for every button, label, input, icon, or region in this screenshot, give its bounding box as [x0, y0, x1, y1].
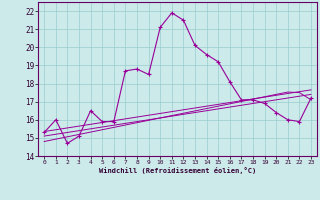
X-axis label: Windchill (Refroidissement éolien,°C): Windchill (Refroidissement éolien,°C) [99, 167, 256, 174]
